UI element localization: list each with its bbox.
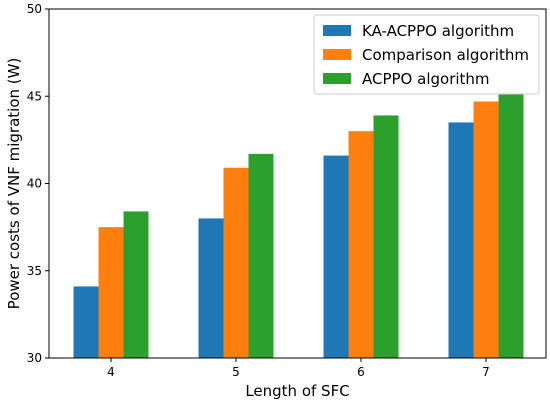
bar-comparison-algorithm-7 xyxy=(473,101,499,359)
legend-box xyxy=(313,14,540,95)
x-tick-label: 7 xyxy=(482,365,490,379)
x-tick-label: 6 xyxy=(357,365,365,379)
y-axis-ticks: 30 35 40 45 50 xyxy=(27,2,49,365)
bar-comparison-algorithm-6 xyxy=(348,131,374,358)
x-axis-label: Length of SFC xyxy=(245,382,349,400)
x-axis-ticks: 4 5 6 7 xyxy=(107,358,490,379)
bar-comparison-algorithm-5 xyxy=(223,167,249,358)
legend-swatch xyxy=(323,49,351,60)
legend: KA-ACPPO algorithm Comparison algorithm AC… xyxy=(313,14,540,95)
x-tick-label: 5 xyxy=(232,365,240,379)
bar-ka-acppo-algorithm-7 xyxy=(448,122,474,358)
legend-swatch xyxy=(323,25,351,36)
legend-label: Comparison algorithm xyxy=(362,46,529,64)
y-tick-label: 35 xyxy=(27,264,42,278)
legend-label: ACPPO algorithm xyxy=(362,70,490,88)
y-tick-label: 30 xyxy=(27,351,42,365)
bar-acppo-algorithm-5 xyxy=(248,153,274,358)
bar-acppo-algorithm-6 xyxy=(373,115,399,358)
bar-acppo-algorithm-4 xyxy=(123,211,149,358)
legend-swatch xyxy=(323,73,351,84)
bar-ka-acppo-algorithm-6 xyxy=(323,155,349,358)
bar-acppo-algorithm-7 xyxy=(498,94,524,358)
y-axis-label: Power costs of VNF migration (W) xyxy=(5,58,23,310)
y-tick-label: 40 xyxy=(27,177,42,191)
y-tick-label: 45 xyxy=(27,89,42,103)
y-tick-label: 50 xyxy=(27,2,42,16)
bar-comparison-algorithm-4 xyxy=(98,227,124,358)
legend-label: KA-ACPPO algorithm xyxy=(362,22,514,40)
bar-ka-acppo-algorithm-4 xyxy=(73,286,99,358)
x-tick-label: 4 xyxy=(107,365,115,379)
bar-ka-acppo-algorithm-5 xyxy=(198,218,224,358)
bars-group xyxy=(73,94,524,359)
